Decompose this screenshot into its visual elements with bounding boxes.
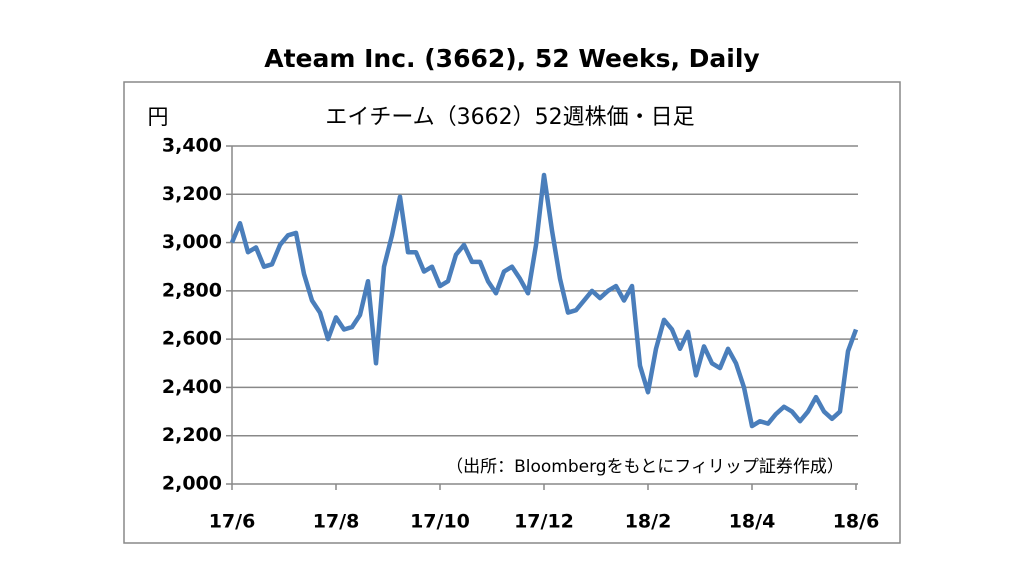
x-tick-label: 17/12 bbox=[514, 511, 574, 533]
source-note: （出所：Bloombergをもとにフィリップ証券作成） bbox=[446, 457, 844, 477]
x-tick-label: 17/8 bbox=[313, 511, 360, 533]
y-tick-label: 3,200 bbox=[162, 183, 222, 205]
y-tick-label: 2,600 bbox=[162, 328, 222, 350]
x-tick-label: 17/10 bbox=[410, 511, 470, 533]
y-tick-label: 3,400 bbox=[162, 135, 222, 157]
x-tick-label: 17/6 bbox=[209, 511, 256, 533]
x-tick-label: 18/6 bbox=[833, 511, 880, 533]
price-line bbox=[229, 172, 859, 429]
x-tick-label: 18/2 bbox=[625, 511, 672, 533]
chart-subtitle: エイチーム（3662）52週株価・日足 bbox=[325, 105, 694, 130]
y-axis-label: 円 bbox=[148, 105, 169, 129]
y-tick-label: 2,200 bbox=[162, 424, 222, 446]
y-tick-label: 2,000 bbox=[162, 473, 222, 495]
chart-title: Ateam Inc. (3662), 52 Weeks, Daily bbox=[264, 44, 759, 73]
x-tick-label: 18/4 bbox=[729, 511, 776, 533]
chart-frame bbox=[123, 81, 901, 544]
y-tick-label: 2,800 bbox=[162, 279, 222, 301]
y-tick-label: 3,000 bbox=[162, 231, 222, 253]
y-tick-label: 2,400 bbox=[162, 376, 222, 398]
